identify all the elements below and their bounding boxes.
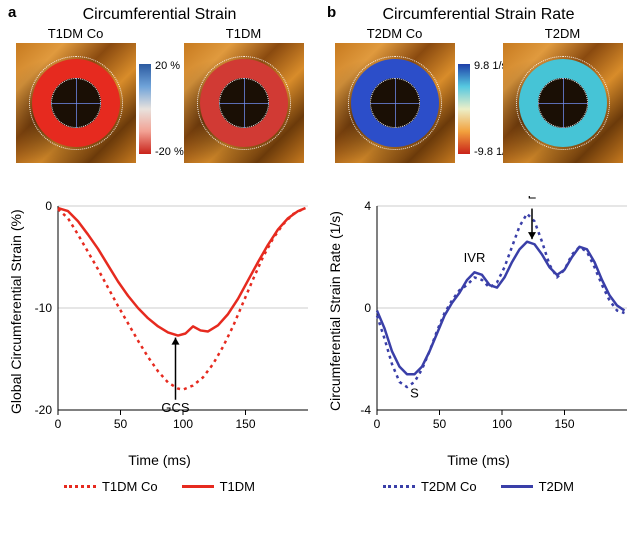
chart-b-xlabel: Time (ms) [447,452,509,468]
svg-text:150: 150 [235,417,255,431]
chart-a-legend: T1DM Co T1DM [6,479,313,494]
panel-a: a Circumferential Strain T1DM Co 20 % -2… [0,0,319,542]
panel-b-chart: -404050100150SIVRE Circumferential Strai… [325,196,632,496]
panel-a-colorbar: 20 % -20 % [139,64,151,154]
svg-text:-20: -20 [35,403,53,417]
panel-b-image-1-caption: T2DM Co [367,26,423,41]
panel-b-images: T2DM Co 9.8 1/s -9.8 1/s T2DM [325,26,632,176]
panel-a-label: a [8,4,16,21]
legend-b-item-0: T2DM Co [383,479,477,494]
panel-a-chart: -20 -10 0 0 50 100 150 GCS Global Circumferenti… [6,196,313,496]
panel-b-image-2: T2DM [503,26,623,176]
svg-text:-4: -4 [360,403,371,417]
svg-text:100: 100 [173,417,193,431]
figure: a Circumferential Strain T1DM Co 20 % -2… [0,0,638,542]
svg-text:100: 100 [492,417,512,431]
legend-a-label-0: T1DM Co [102,479,158,494]
svg-text:GCS: GCS [161,400,190,415]
chart-b-legend: T2DM Co T2DM [325,479,632,494]
panel-b: b Circumferential Strain Rate T2DM Co 9.… [319,0,638,542]
panel-a-image-1-caption: T1DM Co [48,26,104,41]
svg-text:50: 50 [433,417,447,431]
svg-text:0: 0 [364,301,371,315]
svg-text:E: E [528,196,537,201]
panel-b-label: b [327,4,336,21]
svg-text:50: 50 [114,417,128,431]
legend-b-label-0: T2DM Co [421,479,477,494]
panel-a-images: T1DM Co 20 % -20 % T1DM [6,26,313,176]
panel-a-image-2-caption: T1DM [226,26,261,41]
svg-text:-10: -10 [35,301,53,315]
svg-text:0: 0 [374,417,381,431]
colorbar-a-bot: -20 % [155,146,184,158]
svg-text:150: 150 [554,417,574,431]
legend-a-label-1: T1DM [220,479,255,494]
legend-a-item-0: T1DM Co [64,479,158,494]
colorbar-a-top: 20 % [155,60,180,72]
panel-a-image-2: T1DM [184,26,304,176]
panel-b-image-2-caption: T2DM [545,26,580,41]
echo-image-t2dm-co [335,43,455,163]
legend-b-label-1: T2DM [539,479,574,494]
legend-b-item-1: T2DM [501,479,574,494]
chart-a-xlabel: Time (ms) [128,452,190,468]
svg-text:4: 4 [364,199,371,213]
svg-text:0: 0 [45,199,52,213]
panel-b-title: Circumferential Strain Rate [325,6,632,24]
echo-image-t2dm [503,43,623,163]
panel-a-title: Circumferential Strain [6,6,313,24]
panel-a-image-1: T1DM Co [16,26,136,176]
chart-b-ylabel: Circumferential Strain Rate (1/s) [327,211,343,411]
svg-text:S: S [410,385,419,400]
echo-image-t1dm-co [16,43,136,163]
panel-b-image-1: T2DM Co [335,26,455,176]
echo-image-t1dm [184,43,304,163]
legend-a-item-1: T1DM [182,479,255,494]
svg-text:IVR: IVR [464,250,486,265]
panel-b-colorbar: 9.8 1/s -9.8 1/s [458,64,470,154]
chart-a-ylabel: Global Circumferential Strain (%) [8,209,24,414]
svg-text:0: 0 [55,417,62,431]
